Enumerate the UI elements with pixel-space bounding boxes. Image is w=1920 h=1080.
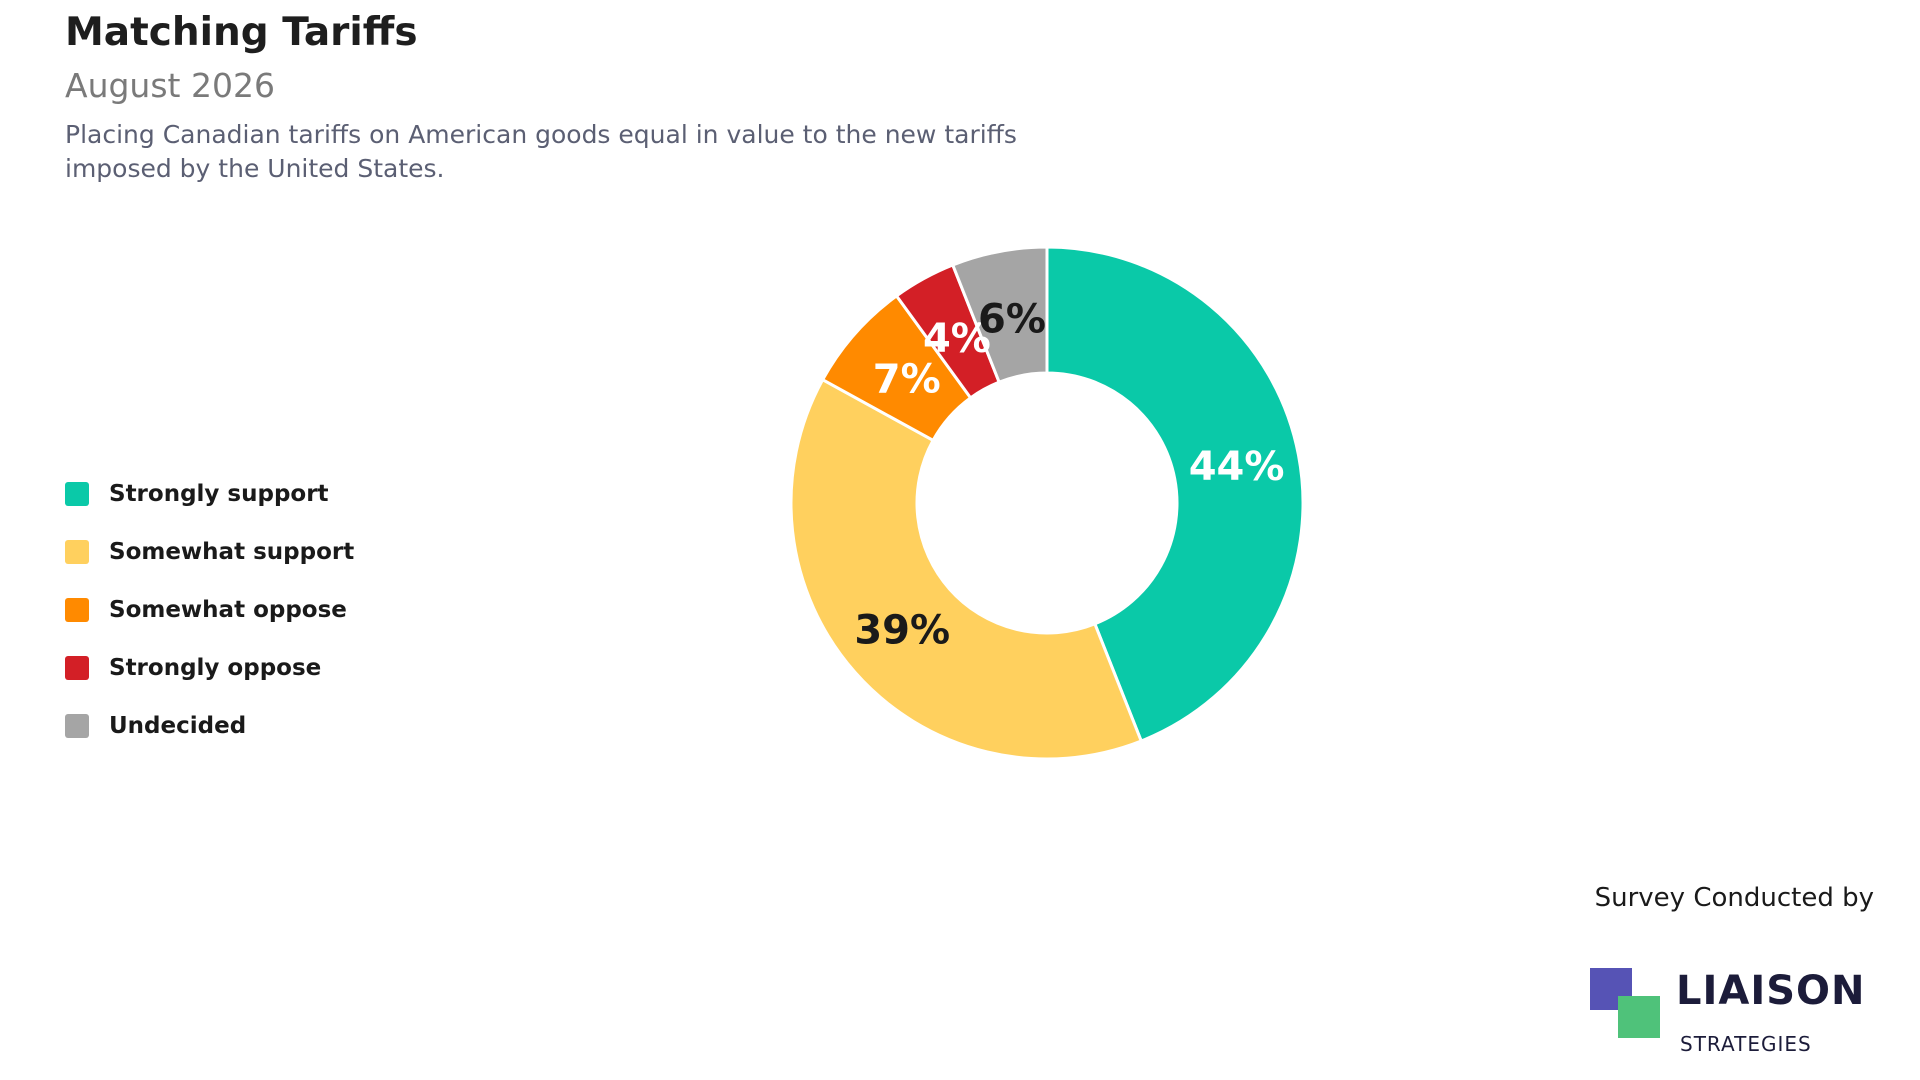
logo-mark-square-2: [1618, 996, 1660, 1038]
legend-swatch: [65, 598, 89, 622]
legend: Strongly support Somewhat support Somewh…: [65, 465, 354, 755]
legend-label: Somewhat support: [109, 539, 355, 565]
slice-undecided: [950, 245, 1049, 385]
slice-label-undecided: 6%: [978, 296, 1046, 342]
legend-label: Strongly oppose: [109, 655, 322, 681]
legend-swatch: [65, 656, 89, 680]
slice-somewhat-support: [789, 377, 1144, 761]
chart-title: Matching Tariffs: [65, 10, 418, 55]
slice-label-strongly-oppose: 4%: [923, 316, 991, 362]
legend-item-undecided: Undecided: [65, 697, 354, 755]
legend-label: Undecided: [109, 713, 247, 739]
slice-label-somewhat-oppose: 7%: [873, 356, 941, 402]
legend-label: Somewhat oppose: [109, 597, 347, 623]
chart-description: Placing Canadian tariffs on American goo…: [65, 120, 1017, 183]
slice-label-somewhat-support: 39%: [854, 608, 950, 654]
legend-item-strongly-oppose: Strongly oppose: [65, 639, 354, 697]
legend-item-somewhat-support: Somewhat support: [65, 523, 354, 581]
slice-label-strongly-support: 44%: [1189, 444, 1285, 490]
logo-subtitle: STRATEGIES: [1680, 1032, 1812, 1056]
chart-subtitle: August 2026: [65, 66, 275, 105]
legend-item-strongly-support: Strongly support: [65, 465, 354, 523]
logo-name: LIAISON: [1676, 968, 1866, 1014]
legend-swatch: [65, 482, 89, 506]
liaison-logo: LIAISON STRATEGIES: [1590, 968, 1890, 1068]
slice-strongly-support: [1045, 245, 1305, 743]
survey-credit: Survey Conducted by: [1594, 883, 1874, 913]
legend-label: Strongly support: [109, 481, 329, 507]
legend-swatch: [65, 714, 89, 738]
legend-swatch: [65, 540, 89, 564]
legend-item-somewhat-oppose: Somewhat oppose: [65, 581, 354, 639]
